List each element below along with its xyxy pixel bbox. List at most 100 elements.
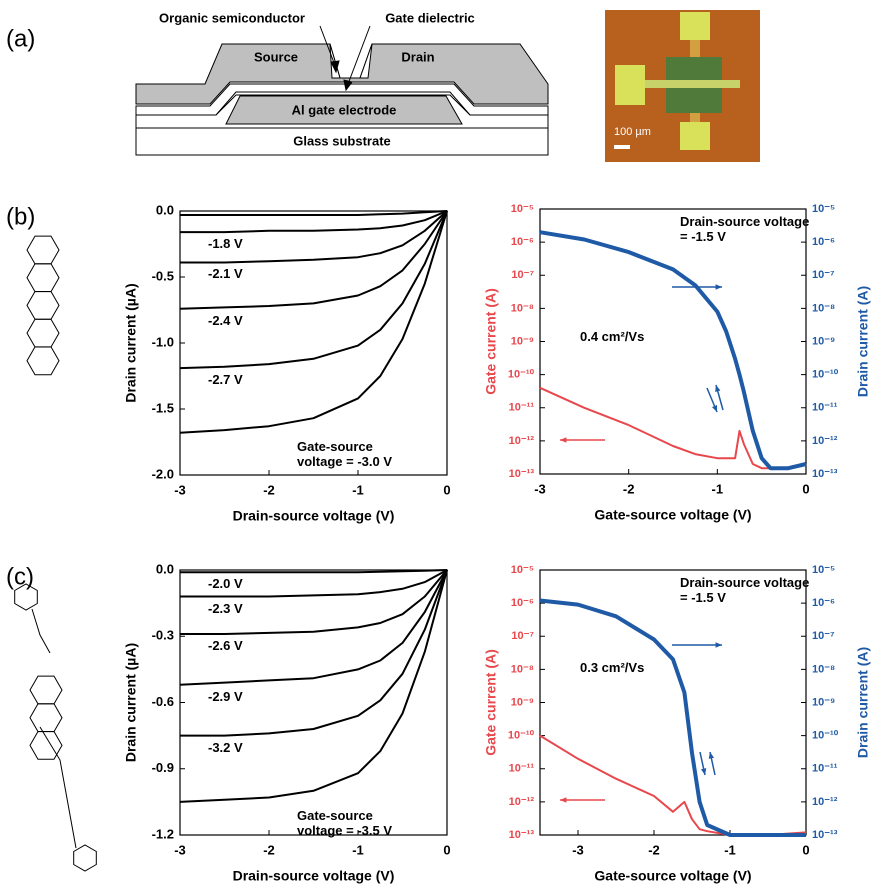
y-tick-label: 10⁻⁸ bbox=[812, 302, 835, 314]
annotation: Drain-source voltage = -1.5 V bbox=[680, 575, 810, 605]
x-tick-label: -1 bbox=[724, 842, 736, 857]
y-tick-label: 10⁻⁹ bbox=[511, 696, 534, 708]
ring bbox=[26, 291, 60, 320]
y-tick-label: 10⁻⁹ bbox=[511, 335, 534, 347]
y-tick-label: 10⁻¹³ bbox=[812, 468, 838, 480]
y-tick-label: 10⁻¹² bbox=[509, 796, 535, 808]
y-tick-label: 10⁻⁶ bbox=[511, 597, 534, 609]
data-line bbox=[180, 569, 448, 635]
curve-label: -2.6 V bbox=[208, 638, 243, 654]
y-tick-label: 10⁻¹⁰ bbox=[812, 730, 839, 742]
bond bbox=[39, 726, 77, 849]
curve-label: -2.3 V bbox=[208, 600, 243, 616]
y-tick-label: 10⁻⁸ bbox=[812, 663, 835, 675]
data-line bbox=[180, 569, 448, 737]
y-tick-label: -1.5 bbox=[152, 400, 174, 415]
y-tick-label: 10⁻⁸ bbox=[511, 663, 534, 675]
y-tick-label: 10⁻¹⁰ bbox=[508, 369, 535, 381]
arrow-head bbox=[712, 405, 718, 412]
arrow-head bbox=[560, 437, 567, 443]
y-axis-title: Drain current (µA) bbox=[123, 283, 139, 402]
y-axis-title: Drain current (µA) bbox=[123, 643, 139, 762]
y-tick-label: -0.5 bbox=[152, 268, 174, 283]
curve-label: -1.8 V bbox=[208, 236, 243, 252]
bond bbox=[31, 608, 51, 654]
arrow-head bbox=[715, 284, 722, 290]
y-tick-label: 10⁻¹³ bbox=[509, 468, 535, 480]
y2-axis-title: Drain current (A) bbox=[855, 647, 871, 758]
curve-label: -2.9 V bbox=[208, 688, 243, 704]
x-tick-label: 0 bbox=[802, 842, 809, 857]
diagram-label: Glass substrate bbox=[293, 133, 391, 148]
y2-axis-title: Drain current (A) bbox=[855, 286, 871, 397]
y-tick-label: 10⁻⁶ bbox=[812, 597, 835, 609]
x-tick-label: -3 bbox=[534, 481, 546, 496]
y-tick-label: 0.0 bbox=[156, 561, 174, 576]
y-tick-label: -0.3 bbox=[152, 628, 174, 643]
y-tick-label: 10⁻⁹ bbox=[812, 335, 835, 347]
arrow-head bbox=[715, 642, 722, 648]
data-line bbox=[180, 210, 448, 216]
ring bbox=[73, 844, 97, 872]
diagram-label: Organic semiconductor bbox=[159, 10, 305, 25]
x-axis-title: Drain-source voltage (V) bbox=[233, 868, 395, 884]
y-tick-label: 10⁻⁹ bbox=[812, 696, 835, 708]
curve-label: Gate-source voltage = -3.5 V bbox=[297, 807, 393, 838]
y-tick-label: -0.9 bbox=[152, 760, 174, 775]
ring bbox=[29, 731, 63, 760]
y-tick-label: 10⁻⁵ bbox=[812, 564, 835, 576]
diagram-label: Source bbox=[254, 49, 298, 64]
y-tick-label: 10⁻¹³ bbox=[812, 829, 838, 841]
diagram-label: Al gate electrode bbox=[292, 102, 397, 117]
arrow-head bbox=[708, 752, 715, 759]
panel-label: (b) bbox=[6, 203, 35, 230]
curve-label: -2.7 V bbox=[208, 372, 243, 388]
arrow-head bbox=[715, 385, 721, 392]
y-tick-label: 10⁻¹² bbox=[812, 435, 838, 447]
y-tick-label: 10⁻¹¹ bbox=[509, 402, 535, 414]
ring bbox=[26, 263, 60, 293]
curve-label: -2.1 V bbox=[208, 266, 243, 282]
arrow-head bbox=[560, 797, 567, 803]
y-tick-label: 10⁻⁷ bbox=[511, 630, 534, 642]
y-tick-label: 10⁻⁵ bbox=[511, 203, 534, 215]
data-line bbox=[180, 569, 448, 574]
y-tick-label: 10⁻¹² bbox=[509, 435, 535, 447]
x-axis-title: Gate-source voltage (V) bbox=[594, 507, 751, 523]
y-tick-label: 10⁻¹² bbox=[812, 796, 838, 808]
x-tick-label: -2 bbox=[623, 481, 635, 496]
device-schematic bbox=[135, 25, 549, 156]
data-line bbox=[179, 210, 448, 310]
y-tick-label: 10⁻⁶ bbox=[812, 236, 835, 248]
curve-label: -2.0 V bbox=[208, 576, 243, 592]
annotation: Drain-source voltage = -1.5 V bbox=[680, 214, 810, 244]
y-tick-label: 10⁻¹³ bbox=[509, 829, 535, 841]
ring bbox=[26, 318, 60, 348]
x-tick-label: -2 bbox=[263, 842, 275, 857]
x-tick-label: -3 bbox=[174, 842, 186, 857]
data-line bbox=[179, 569, 448, 686]
data-line bbox=[180, 210, 448, 234]
curve-label: -2.4 V bbox=[208, 312, 243, 328]
micrograph bbox=[605, 10, 760, 162]
plot-frame bbox=[539, 569, 807, 836]
ring bbox=[26, 346, 60, 376]
curve-label: Gate-source voltage = -3.0 V bbox=[297, 438, 393, 469]
y-tick-label: 10⁻¹¹ bbox=[812, 763, 838, 775]
scale-bar-label: 100 µm bbox=[614, 126, 651, 138]
data-line bbox=[179, 210, 448, 370]
y-tick-label: 10⁻¹⁰ bbox=[812, 369, 839, 381]
y-tick-label: -1.2 bbox=[152, 826, 174, 841]
x-axis-title: Drain-source voltage (V) bbox=[233, 508, 395, 524]
annotation: 0.4 cm²/Vs bbox=[580, 329, 645, 344]
y-tick-label: 0.0 bbox=[156, 202, 174, 217]
x-tick-label: -1 bbox=[712, 481, 724, 496]
x-tick-label: -2 bbox=[648, 842, 660, 857]
molecule bbox=[14, 235, 97, 872]
y-tick-label: -0.6 bbox=[152, 694, 174, 709]
y-tick-label: 10⁻⁵ bbox=[812, 203, 835, 215]
x-tick-label: 0 bbox=[443, 482, 450, 497]
y-tick-label: 10⁻¹⁰ bbox=[508, 730, 535, 742]
data-line bbox=[180, 569, 448, 598]
